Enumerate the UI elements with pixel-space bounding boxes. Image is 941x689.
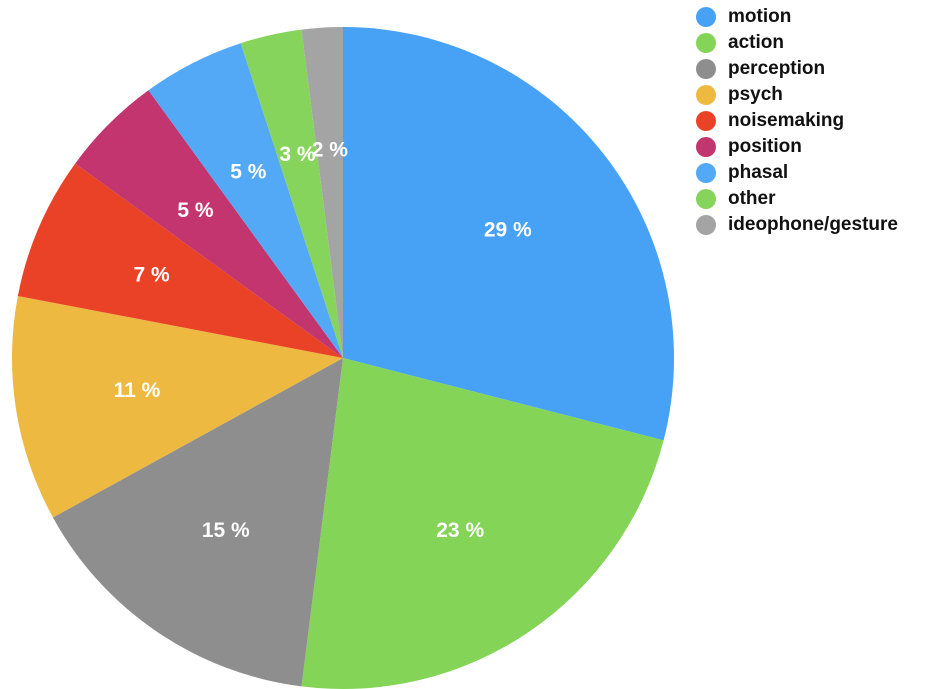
legend-swatch — [696, 163, 716, 183]
legend-label: psych — [728, 84, 783, 105]
pie-slice-noisemaking — [17, 163, 344, 358]
pie-slice-position — [75, 90, 343, 358]
legend-label: motion — [728, 6, 792, 27]
legend-label: ideophone/gesture — [728, 214, 898, 235]
legend-item: psych — [696, 82, 898, 108]
data-label-motion: 29 % — [484, 219, 532, 242]
legend-item: ideophone/gesture — [696, 212, 898, 238]
legend: motion action perception psych noisemaking po… — [696, 4, 898, 238]
data-label-other: 3 % — [279, 143, 316, 166]
legend-swatch — [696, 111, 716, 131]
data-label-perception: 15 % — [202, 519, 250, 542]
legend-swatch — [696, 137, 716, 157]
pie-slice-ideophone-gesture — [301, 27, 343, 358]
data-label-phasal: 5 % — [230, 161, 267, 184]
legend-item: phasal — [696, 160, 898, 186]
data-label-psych: 11 % — [114, 379, 161, 402]
legend-label: phasal — [728, 162, 789, 183]
legend-label: position — [728, 136, 802, 157]
pie-slice-other — [240, 29, 343, 359]
legend-item: motion — [696, 4, 898, 30]
pie-slice-action — [301, 358, 664, 689]
legend-swatch — [696, 7, 716, 27]
pie-slice-perception — [52, 358, 343, 687]
legend-label: action — [728, 32, 784, 53]
legend-item: action — [696, 30, 898, 56]
data-label-action: 23 % — [436, 519, 484, 542]
legend-item: other — [696, 186, 898, 212]
pie-labels: 29 % 23 % 15 % 11 % 7 % 5 % 5 % 3 %2 % — [114, 138, 532, 542]
legend-swatch — [696, 59, 716, 79]
legend-label: noisemaking — [728, 110, 845, 131]
legend-item: noisemaking — [696, 108, 898, 134]
legend-swatch — [696, 215, 716, 235]
data-label-position: 5 % — [177, 199, 214, 222]
legend-item: perception — [696, 56, 898, 82]
legend-label: other — [728, 188, 776, 209]
pie-slice-phasal — [148, 43, 343, 358]
pie-slices — [11, 27, 674, 689]
data-label-noisemaking: 7 % — [134, 264, 171, 287]
pie-slice-psych — [11, 295, 344, 518]
legend-item: position — [696, 134, 898, 160]
legend-swatch — [696, 85, 716, 105]
legend-swatch — [696, 33, 716, 53]
data-label-ideophone-gesture: 2 % — [312, 138, 349, 161]
pie-slice-motion — [343, 27, 674, 441]
legend-swatch — [696, 189, 716, 209]
legend-label: perception — [728, 58, 826, 79]
